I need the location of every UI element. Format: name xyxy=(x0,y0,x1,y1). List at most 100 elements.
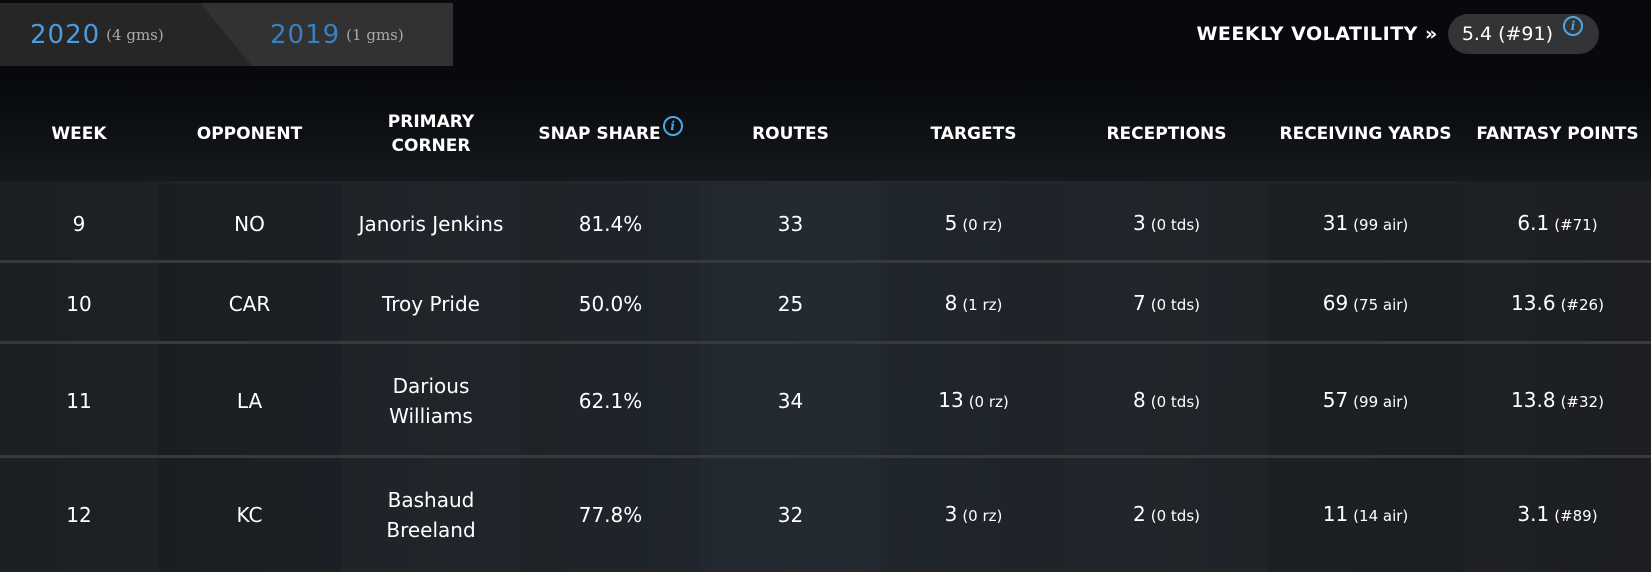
cell-opponent: KC xyxy=(158,458,341,572)
points-detail: (#32) xyxy=(1560,393,1604,411)
targets-detail: (0 rz) xyxy=(962,215,1003,234)
receptions-detail: (0 tds) xyxy=(1150,393,1200,411)
column-header-label: SNAP SHARE xyxy=(538,124,661,144)
opponent-value: CAR xyxy=(228,291,271,316)
cell-snap: 62.1% xyxy=(521,344,700,458)
targets-value: 3 xyxy=(944,502,958,526)
targets-value: 5 xyxy=(944,210,958,235)
column-header-label: TARGETS xyxy=(930,124,1017,144)
cell-receptions: 2 (0 tds) xyxy=(1066,458,1267,572)
column-header[interactable]: WEEK xyxy=(0,84,158,184)
volatility-value: 5.4 (#91) xyxy=(1461,23,1553,45)
receptions-detail: (0 tds) xyxy=(1150,507,1200,525)
receptions-value: 2 xyxy=(1133,502,1146,526)
column-header[interactable]: SNAP SHARE i xyxy=(521,84,700,184)
top-bar: 2020 (4 gms) 2019 (1 gms) WEEKLY VOLATIL… xyxy=(0,0,1651,84)
cell-targets: 8 (1 rz) xyxy=(881,263,1066,344)
yards-detail: (99 air) xyxy=(1353,393,1409,411)
points-detail: (#71) xyxy=(1554,215,1598,234)
week-value: 10 xyxy=(66,291,92,316)
tab-games: (1 gms) xyxy=(346,25,404,44)
column-header-label: ROUTES xyxy=(752,124,829,144)
cell-routes: 25 xyxy=(700,263,881,344)
table-row: 9 NO Janoris Jenkins 81.4% 33 5 (0 rz) 3 (0 tds)… xyxy=(0,181,1651,263)
tab-2020[interactable]: 2020 (4 gms) xyxy=(30,3,164,66)
week-value: 12 xyxy=(66,503,92,527)
table-header: WEEK OPPONENT PRIMARY CORNER SNAP SHARE i ROU… xyxy=(0,84,1651,184)
volatility-badge: 5.4 (#91) i xyxy=(1447,14,1599,54)
cell-points: 6.1 (#71) xyxy=(1464,184,1651,263)
column-header[interactable]: TARGETS xyxy=(881,84,1066,184)
points-value: 3.1 xyxy=(1517,502,1550,526)
yards-value: 31 xyxy=(1322,210,1349,235)
info-icon[interactable]: i xyxy=(662,116,683,136)
column-header-label: RECEPTIONS xyxy=(1106,124,1227,144)
points-detail: (#26) xyxy=(1560,295,1604,314)
corner-value: Darious Williams xyxy=(389,374,473,428)
table-row: 10 CAR Troy Pride 50.0% 25 8 (1 rz) 7 (0 tds) 69(… xyxy=(0,260,1651,344)
opponent-value: NO xyxy=(234,211,265,236)
tab-2019[interactable]: 2019 (1 gms) xyxy=(270,3,404,66)
opponent-value: KC xyxy=(236,503,263,527)
cell-snap: 50.0% xyxy=(521,263,700,344)
cell-week: 9 xyxy=(0,184,158,263)
cell-week: 12 xyxy=(0,458,158,572)
cell-opponent: NO xyxy=(158,184,341,263)
week-value: 9 xyxy=(72,211,86,236)
cell-targets: 5 (0 rz) xyxy=(881,184,1066,263)
targets-value: 8 xyxy=(944,290,958,315)
cell-points: 13.8 (#32) xyxy=(1464,344,1651,458)
cell-targets: 13 (0 rz) xyxy=(881,344,1066,458)
routes-value: 25 xyxy=(777,291,804,316)
week-value: 11 xyxy=(66,389,92,413)
opponent-value: LA xyxy=(236,389,263,413)
column-header[interactable]: ROUTES xyxy=(700,84,881,184)
cell-opponent: LA xyxy=(158,344,341,458)
points-value: 6.1 xyxy=(1517,210,1550,235)
receptions-detail: (0 tds) xyxy=(1150,215,1200,234)
column-header[interactable]: RECEIVING YARDS xyxy=(1267,84,1464,184)
cell-week: 10 xyxy=(0,263,158,344)
column-header-label: RECEIVING YARDS xyxy=(1279,124,1452,144)
yards-value: 11 xyxy=(1322,502,1349,526)
corner-value: Bashaud Breeland xyxy=(386,488,476,542)
cell-receptions: 3 (0 tds) xyxy=(1066,184,1267,263)
cell-points: 13.6 (#26) xyxy=(1464,263,1651,344)
cell-snap: 77.8% xyxy=(521,458,700,572)
column-header[interactable]: FANTASY POINTS xyxy=(1464,84,1651,184)
column-header-label: WEEK xyxy=(51,124,107,144)
yards-value: 69 xyxy=(1322,290,1349,315)
cell-corner: Troy Pride xyxy=(341,263,521,344)
cell-week: 11 xyxy=(0,344,158,458)
receptions-value: 7 xyxy=(1133,290,1146,315)
cell-yards: 57 (99 air) xyxy=(1267,344,1464,458)
snap-value: 62.1% xyxy=(578,389,643,413)
column-header[interactable]: RECEPTIONS xyxy=(1066,84,1267,184)
weekly-volatility: WEEKLY VOLATILITY » 5.4 (#91) i xyxy=(1196,14,1599,54)
yards-detail: (75 air) xyxy=(1353,295,1409,314)
column-header-label: FANTASY POINTS xyxy=(1476,124,1639,144)
snap-value: 50.0% xyxy=(578,291,643,316)
targets-detail: (0 rz) xyxy=(962,507,1003,525)
info-icon[interactable]: i xyxy=(1563,16,1583,36)
cell-receptions: 8 (0 tds) xyxy=(1066,344,1267,458)
receptions-detail: (0 tds) xyxy=(1150,295,1200,314)
corner-value: Janoris Jenkins xyxy=(358,211,504,236)
cell-routes: 34 xyxy=(700,344,881,458)
tab-games: (4 gms) xyxy=(106,25,164,44)
column-header-label: PRIMARY CORNER xyxy=(387,112,475,156)
column-header[interactable]: PRIMARY CORNER xyxy=(341,84,521,184)
column-header-label: OPPONENT xyxy=(196,124,303,144)
snap-value: 81.4% xyxy=(578,211,643,236)
cell-opponent: CAR xyxy=(158,263,341,344)
targets-detail: (1 rz) xyxy=(962,295,1003,314)
targets-value: 13 xyxy=(938,388,964,412)
season-tabs: 2020 (4 gms) 2019 (1 gms) xyxy=(0,3,453,66)
cell-snap: 81.4% xyxy=(521,184,700,263)
cell-yards: 69 (75 air) xyxy=(1267,263,1464,344)
cell-yards: 11 (14 air) xyxy=(1267,458,1464,572)
yards-value: 57 xyxy=(1322,388,1349,412)
routes-value: 34 xyxy=(777,389,804,413)
cell-routes: 33 xyxy=(700,184,881,263)
column-header[interactable]: OPPONENT xyxy=(158,84,341,184)
